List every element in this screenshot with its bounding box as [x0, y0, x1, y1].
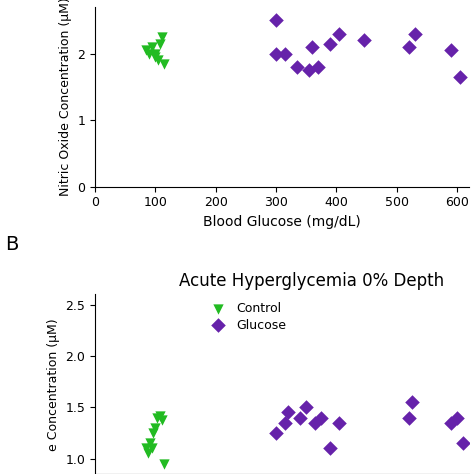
- Glucose: [408, 398, 416, 406]
- Point: [148, 43, 156, 51]
- Point: [447, 46, 455, 54]
- Point: [161, 60, 168, 67]
- Point: [281, 50, 289, 57]
- Point: [151, 53, 159, 61]
- Point: [314, 63, 322, 71]
- Point: [272, 17, 280, 24]
- Control: [159, 416, 166, 423]
- Control: [148, 445, 156, 452]
- Control: [142, 445, 150, 452]
- Point: [155, 56, 162, 64]
- Control: [161, 460, 168, 467]
- Point: [405, 43, 413, 51]
- X-axis label: Blood Glucose (mg/dL): Blood Glucose (mg/dL): [203, 215, 361, 229]
- Glucose: [296, 414, 304, 421]
- Glucose: [336, 419, 343, 427]
- Point: [309, 43, 316, 51]
- Glucose: [459, 439, 467, 447]
- Control: [150, 429, 157, 437]
- Control: [151, 424, 159, 432]
- Point: [336, 30, 343, 37]
- Point: [142, 46, 150, 54]
- Glucose: [327, 445, 334, 452]
- Point: [411, 30, 419, 37]
- Point: [360, 36, 367, 44]
- Point: [456, 73, 464, 81]
- Y-axis label: e Concentration (μM): e Concentration (μM): [46, 318, 60, 450]
- Control: [156, 412, 164, 419]
- Glucose: [284, 409, 292, 416]
- Point: [272, 50, 280, 57]
- Glucose: [405, 414, 413, 421]
- Text: B: B: [5, 235, 18, 254]
- Point: [293, 63, 301, 71]
- Y-axis label: Nitric Oxide Concentration (μM): Nitric Oxide Concentration (μM): [58, 0, 72, 196]
- Control: [146, 439, 154, 447]
- Point: [327, 40, 334, 47]
- Glucose: [318, 414, 325, 421]
- Control: [153, 414, 161, 421]
- Glucose: [272, 429, 280, 437]
- Title: Acute Hyperglycemia 0% Depth: Acute Hyperglycemia 0% Depth: [180, 272, 445, 290]
- Control: [144, 450, 152, 457]
- Glucose: [281, 419, 289, 427]
- Glucose: [302, 403, 310, 411]
- Glucose: [311, 419, 319, 427]
- Point: [146, 50, 153, 57]
- Glucose: [447, 419, 455, 427]
- Point: [159, 33, 166, 41]
- Point: [156, 40, 164, 47]
- Legend: Control, Glucose: Control, Glucose: [206, 302, 286, 332]
- Point: [305, 66, 313, 74]
- Point: [151, 50, 159, 57]
- Glucose: [454, 414, 461, 421]
